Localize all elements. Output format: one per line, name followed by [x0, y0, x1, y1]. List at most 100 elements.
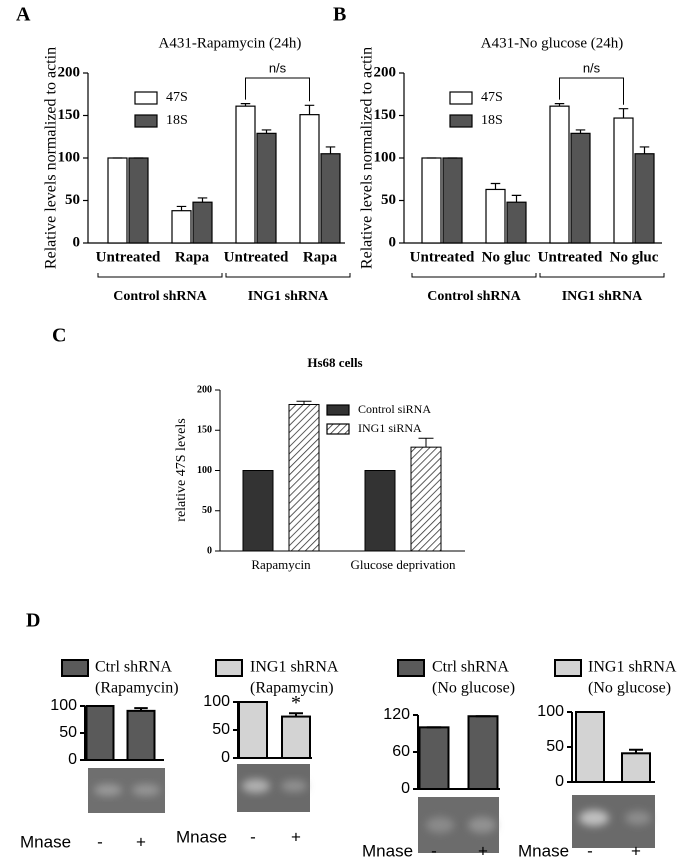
- chart-title: A431-Rapamycin (24h): [159, 35, 302, 51]
- error-bar: [418, 437, 434, 448]
- bar: [549, 105, 570, 244]
- legend-swatch: [61, 659, 89, 677]
- x-axis-label: Mnase: [362, 841, 413, 860]
- error-bar: [490, 182, 501, 190]
- group-label: ING1 shRNA: [248, 289, 329, 304]
- bar: [418, 726, 450, 790]
- y-tick-label: 100: [537, 703, 564, 720]
- chart-subtitle: (Rapamycin): [250, 680, 334, 697]
- group-bracket: [539, 273, 665, 278]
- y-tick-label: 50: [212, 721, 230, 738]
- y-tick-label: 150: [374, 107, 397, 123]
- y-axis-label: relative 47S levels: [174, 418, 189, 521]
- error-bar: [304, 104, 315, 115]
- annotation: n/s: [269, 60, 287, 75]
- bar: [613, 117, 634, 244]
- x-tick-label: No gluc: [482, 249, 531, 265]
- x-tick-label: +: [478, 841, 488, 860]
- bar: [621, 752, 651, 783]
- chart-subtitle: (No glucose): [432, 680, 515, 697]
- gel-image: [88, 768, 165, 813]
- y-axis-label: Relative levels normalized to actin: [43, 47, 60, 269]
- x-axis-label: Mnase: [20, 832, 71, 851]
- y-tick-label: 0: [207, 545, 212, 556]
- legend-label: Control siRNA: [358, 402, 431, 416]
- group-bracket: [411, 273, 537, 278]
- x-tick-label: -: [97, 832, 103, 851]
- annotation: n/s: [583, 60, 601, 75]
- bar: [126, 709, 156, 761]
- y-tick-label: 100: [374, 149, 397, 165]
- bar: [506, 201, 527, 244]
- error-bar: [261, 129, 272, 134]
- error-bar: [639, 146, 650, 154]
- bar: [128, 157, 149, 244]
- bar: [442, 157, 463, 244]
- y-tick-label: 60: [392, 743, 410, 760]
- x-tick-label: No gluc: [610, 249, 659, 265]
- legend-swatch: [554, 659, 582, 677]
- gel-image: [572, 795, 655, 848]
- error-bar: [554, 103, 565, 107]
- error-bar: [176, 205, 187, 211]
- legend-label: ING1 siRNA: [358, 421, 422, 435]
- chart-title: Hs68 cells: [307, 355, 362, 370]
- y-tick-label: 50: [546, 738, 564, 755]
- bar: [281, 715, 311, 759]
- legend-swatch: [134, 91, 158, 105]
- y-tick-label: 120: [383, 706, 410, 723]
- legend-label: 47S: [481, 90, 503, 105]
- bar: [171, 210, 192, 244]
- significance-bracket: [245, 77, 310, 102]
- legend-label: Ctrl shRNA: [432, 659, 509, 676]
- legend-label: Ctrl shRNA: [95, 659, 172, 676]
- error-bar: [296, 400, 312, 405]
- bar: [410, 446, 442, 552]
- x-tick-label: Rapa: [175, 249, 210, 265]
- chart-subtitle: (Rapamycin): [95, 680, 179, 697]
- bar: [235, 105, 256, 244]
- y-tick-label: 50: [381, 192, 396, 208]
- x-tick-label: +: [631, 841, 641, 860]
- bar: [256, 132, 277, 244]
- bar: [485, 188, 506, 244]
- bar: [85, 705, 115, 761]
- y-tick-label: 0: [73, 234, 81, 250]
- x-tick-label: -: [587, 841, 593, 860]
- y-tick-label: 150: [197, 425, 212, 436]
- legend-label: 18S: [166, 113, 188, 128]
- y-tick-label: 200: [374, 64, 397, 80]
- x-tick-label: +: [291, 827, 301, 846]
- group-label: ING1 shRNA: [562, 289, 643, 304]
- legend-label: 47S: [166, 90, 188, 105]
- x-axis-label: Mnase: [176, 827, 227, 846]
- bar: [634, 153, 655, 244]
- legend-swatch: [326, 404, 350, 416]
- error-bar: [289, 712, 303, 717]
- legend-label: ING1 shRNA: [250, 659, 339, 676]
- y-tick-label: 0: [221, 749, 230, 766]
- y-axis-label: Relative levels normalized to actin: [359, 47, 376, 269]
- panel-label: A: [16, 4, 31, 26]
- y-tick-label: 200: [197, 384, 212, 395]
- x-tick-label: Rapamycin: [251, 557, 311, 572]
- legend-swatch: [449, 91, 473, 105]
- chart-title: A431-No glucose (24h): [481, 35, 623, 51]
- y-tick-label: 200: [58, 64, 81, 80]
- legend-swatch: [134, 114, 158, 128]
- legend-swatch: [326, 423, 350, 435]
- legend-label: ING1 shRNA: [588, 659, 677, 676]
- x-tick-label: Untreated: [410, 249, 475, 265]
- panel-label: C: [52, 325, 66, 347]
- bar: [421, 157, 442, 244]
- panel-label: D: [26, 610, 40, 632]
- bar: [575, 711, 605, 783]
- significance-bracket: [559, 77, 624, 105]
- bar: [467, 715, 499, 791]
- group-label: Control shRNA: [427, 289, 521, 304]
- x-tick-label: Glucose deprivation: [350, 557, 456, 572]
- y-tick-label: 0: [555, 773, 564, 790]
- bar: [242, 470, 274, 552]
- x-tick-label: -: [431, 841, 437, 860]
